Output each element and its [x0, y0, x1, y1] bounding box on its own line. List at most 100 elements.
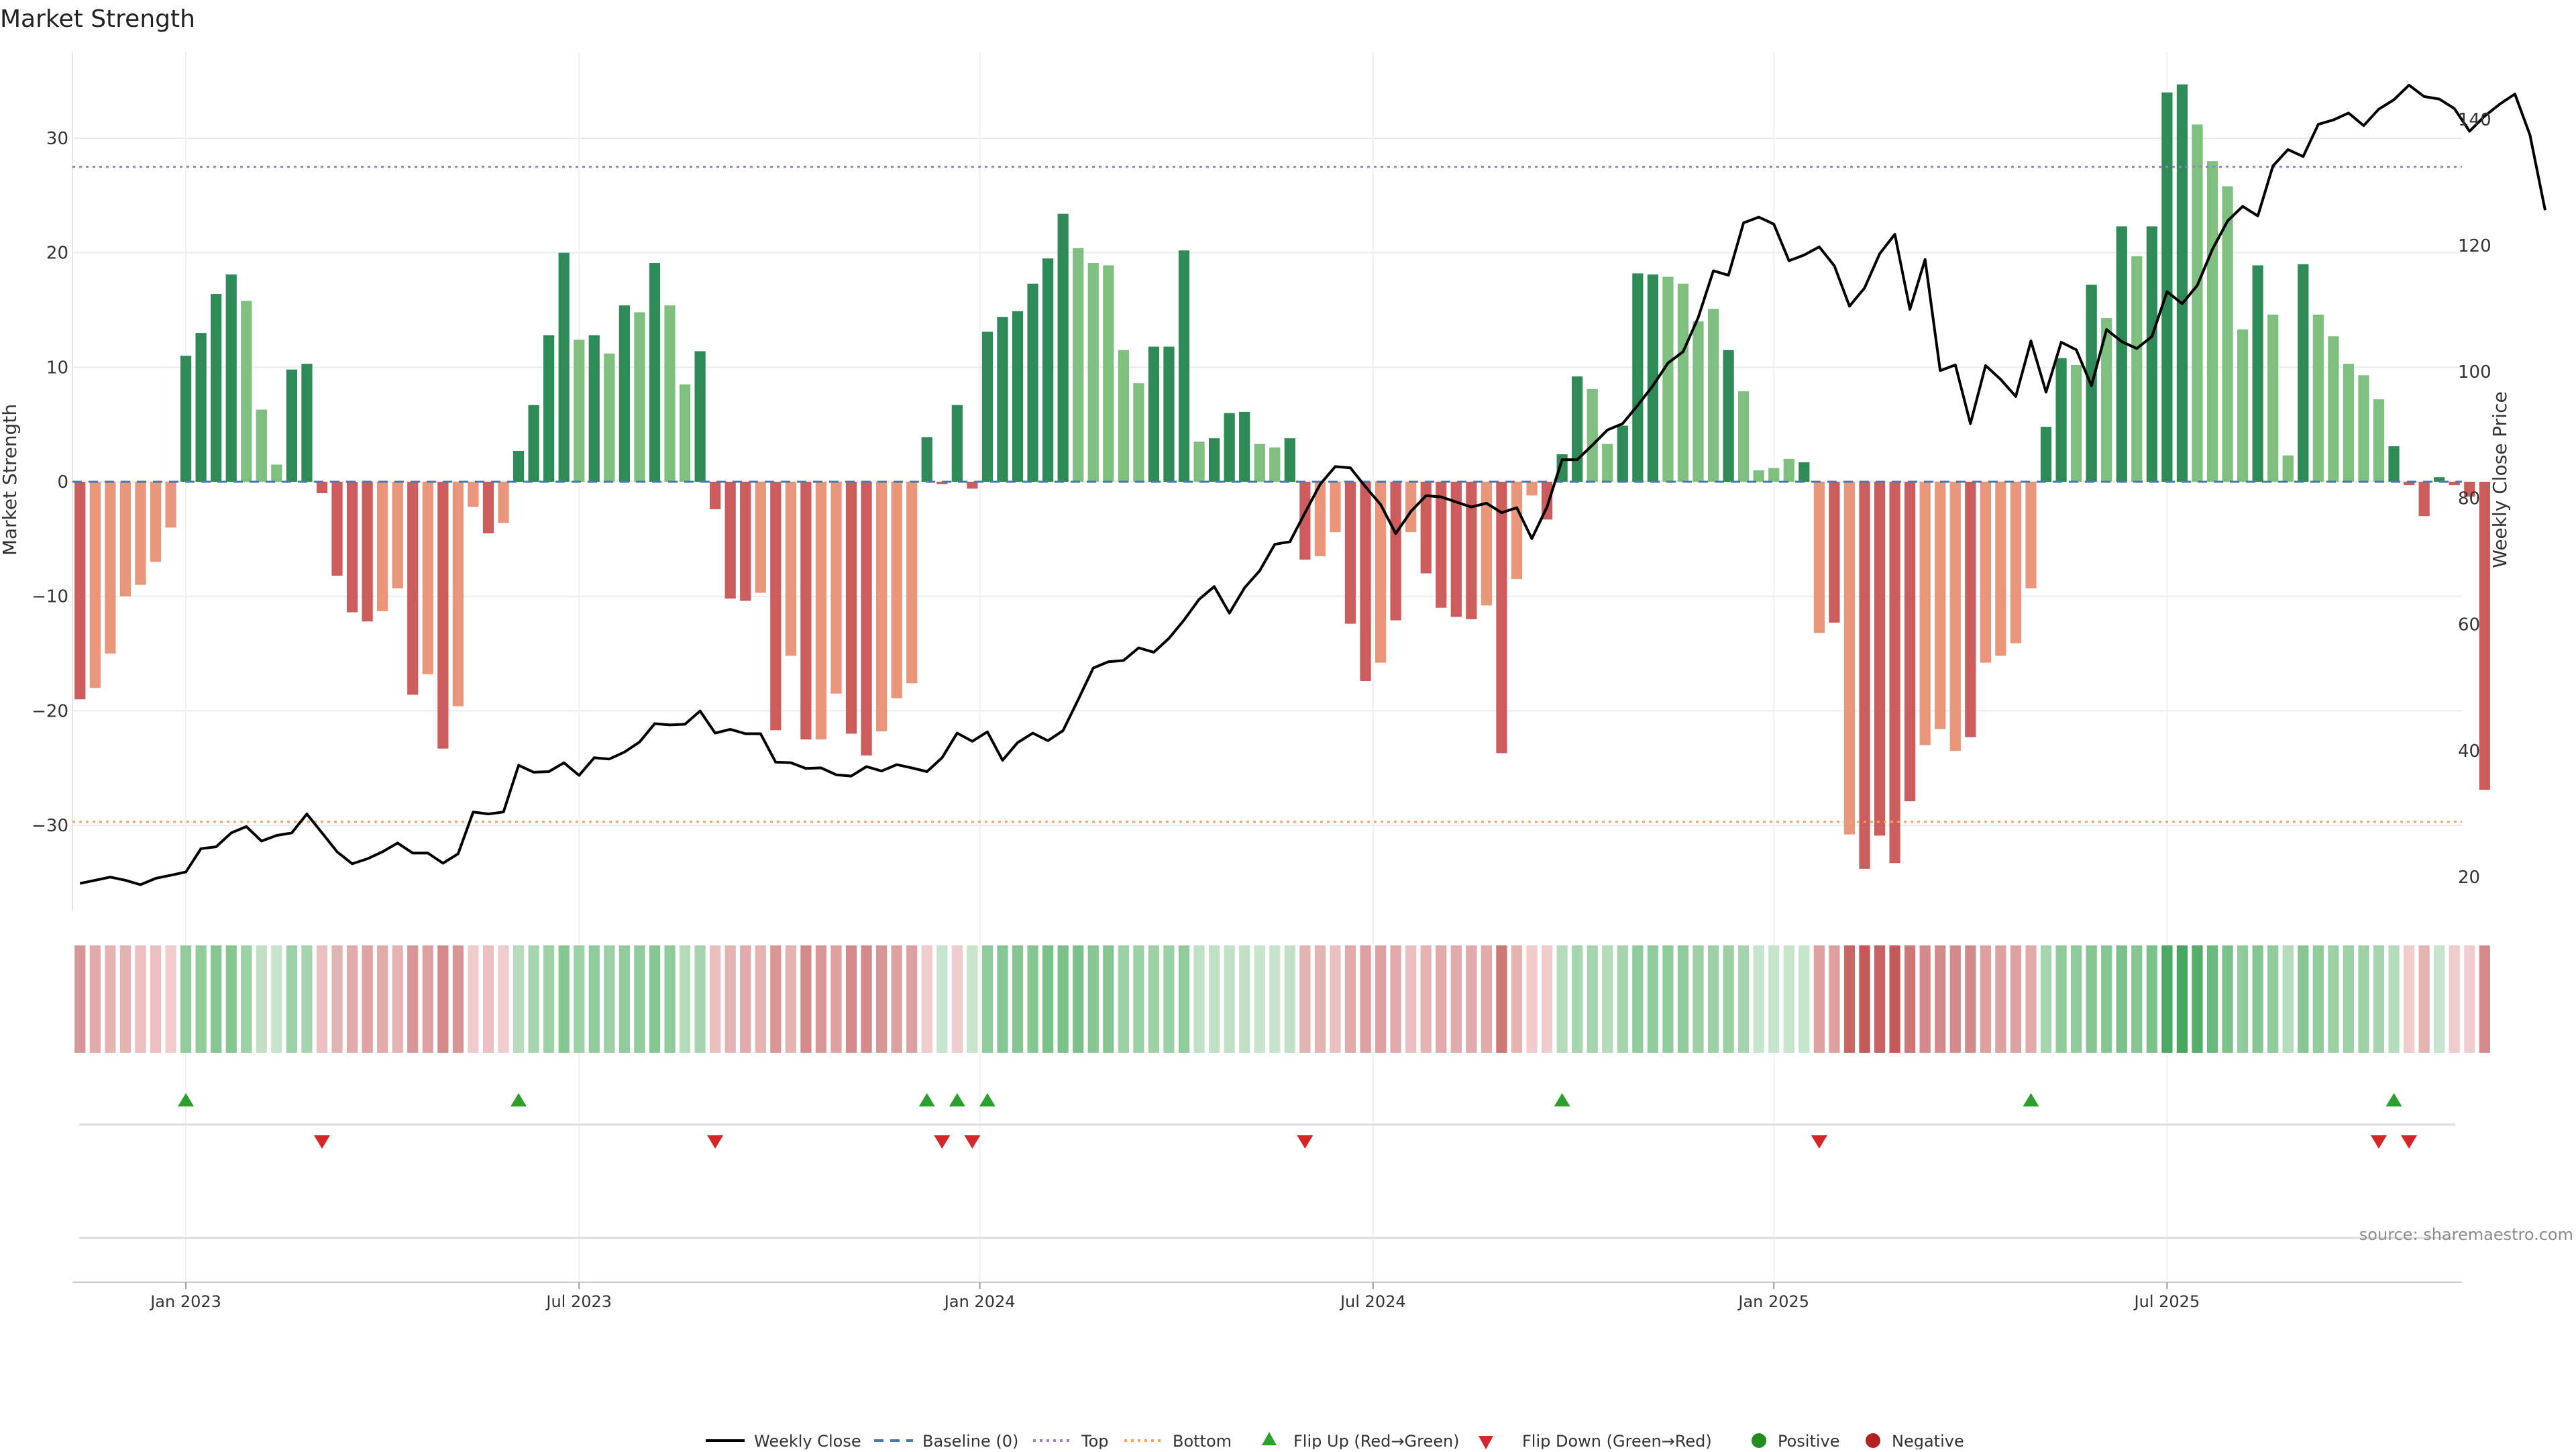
- strip-cell: [2403, 945, 2415, 1053]
- strength-bar-positive: [2312, 314, 2324, 482]
- strength-bar-negative: [815, 482, 827, 739]
- strength-bar-positive: [1057, 213, 1069, 482]
- strip-cell: [1526, 945, 1538, 1053]
- strip-cell: [1919, 945, 1931, 1053]
- y-tick-label: 10: [46, 358, 68, 378]
- strip-cell: [2358, 945, 2369, 1053]
- chart-title: Market Strength: [0, 5, 195, 33]
- strip-cell: [2373, 945, 2385, 1053]
- strength-bar-positive: [1133, 383, 1144, 482]
- strength-bar-negative: [1344, 482, 1356, 624]
- y2-tick-label: 40: [2458, 741, 2480, 762]
- y-tick-label: 30: [46, 129, 68, 149]
- flip-down-marker: [934, 1135, 951, 1149]
- strength-bar-positive: [256, 409, 267, 482]
- strength-bar-positive: [528, 405, 539, 482]
- strip-cell: [301, 945, 313, 1053]
- strength-bar-negative: [89, 482, 101, 688]
- strength-bar-positive: [2071, 364, 2082, 482]
- x-tick-label: Jul 2024: [1339, 1292, 1406, 1311]
- strip-cell: [1693, 945, 1704, 1053]
- strength-bar-positive: [1178, 250, 1190, 482]
- strength-bar-negative: [800, 482, 812, 739]
- strip-cell: [2298, 945, 2309, 1053]
- strength-bar-negative: [1496, 482, 1507, 754]
- strength-bar-positive: [513, 450, 525, 482]
- strip-cell: [2192, 945, 2203, 1053]
- flip-down-marker: [313, 1135, 330, 1149]
- strength-bar-negative: [967, 482, 978, 489]
- strength-bar-positive: [2040, 427, 2052, 482]
- y-tick-label: 0: [57, 472, 68, 492]
- strength-bar-positive: [225, 274, 237, 482]
- strength-bar-positive: [1118, 350, 1129, 482]
- strip-cell: [1344, 945, 1356, 1053]
- y2-axis-ticks: 20 40 60 80 100 120 140: [2458, 110, 2491, 888]
- strength-bar-negative: [362, 482, 373, 622]
- strip-cell: [1707, 945, 1719, 1053]
- strip-cell: [195, 945, 207, 1053]
- strength-bar-negative: [1904, 482, 1916, 802]
- y2-tick-label: 60: [2458, 615, 2480, 635]
- strip-cell: [1375, 945, 1387, 1053]
- legend-positive-icon: [1752, 1433, 1766, 1448]
- strip-cell: [1299, 945, 1311, 1053]
- strength-bar-positive: [664, 305, 676, 482]
- strip-cell: [1073, 945, 1084, 1053]
- strip-cell: [588, 945, 600, 1053]
- strip-cell: [558, 945, 570, 1053]
- strength-bar-positive: [1193, 442, 1205, 482]
- strip-cell: [1889, 945, 1900, 1053]
- strip-cell: [2388, 945, 2400, 1053]
- strength-bar-positive: [1042, 258, 1054, 482]
- strength-bar-positive: [1587, 388, 1598, 482]
- strip-cell: [997, 945, 1008, 1053]
- y2-tick-label: 100: [2458, 362, 2491, 382]
- strip-cell: [2116, 945, 2127, 1053]
- flip-down-marker: [964, 1135, 981, 1149]
- strip-cell: [574, 945, 585, 1053]
- legend: Weekly Close Baseline (0) Top Bottom Fli…: [706, 1432, 1964, 1451]
- strength-bar-negative: [1511, 482, 1523, 580]
- strength-bar-negative: [1949, 482, 1961, 751]
- strength-bar-positive: [2176, 84, 2188, 482]
- strip-cell: [422, 945, 433, 1053]
- strength-bar-negative: [755, 482, 766, 593]
- strength-bar-negative: [1450, 482, 1462, 617]
- strength-bar-negative: [392, 482, 403, 588]
- x-tick-label: Jan 2024: [943, 1292, 1016, 1311]
- strip-cell: [1587, 945, 1598, 1053]
- flip-down-marker: [2401, 1135, 2418, 1149]
- legend-bottom-label: Bottom: [1173, 1432, 1232, 1449]
- strength-bar-positive: [951, 405, 963, 482]
- strength-bar-negative: [1829, 482, 1840, 623]
- strength-bar-positive: [2237, 329, 2249, 482]
- strength-bar-positive: [2192, 124, 2203, 482]
- flip-up-marker: [949, 1093, 965, 1106]
- strip-cell: [1254, 945, 1265, 1053]
- strength-bar-negative: [1919, 482, 1931, 745]
- strip-cell: [543, 945, 555, 1053]
- strip-cell: [1208, 945, 1220, 1053]
- strength-bar-negative: [1526, 482, 1538, 496]
- strip-cell: [2206, 945, 2218, 1053]
- strip-cell: [1904, 945, 1916, 1053]
- strip-cell: [346, 945, 358, 1053]
- strength-bar-negative: [150, 482, 162, 562]
- strip-cell: [1466, 945, 1477, 1053]
- strip-cell: [906, 945, 918, 1053]
- strength-bar-negative: [1314, 482, 1326, 556]
- strip-cell: [604, 945, 615, 1053]
- strip-cell: [377, 945, 388, 1053]
- strength-bar-positive: [1148, 346, 1160, 482]
- strip-cell: [1843, 945, 1856, 1053]
- strength-bar-negative: [498, 482, 509, 523]
- strip-cell: [482, 945, 494, 1053]
- strip-cell: [1193, 945, 1205, 1053]
- strength-bar-negative: [482, 482, 494, 533]
- strip-cell: [1042, 945, 1054, 1053]
- strength-bar-negative: [422, 482, 433, 674]
